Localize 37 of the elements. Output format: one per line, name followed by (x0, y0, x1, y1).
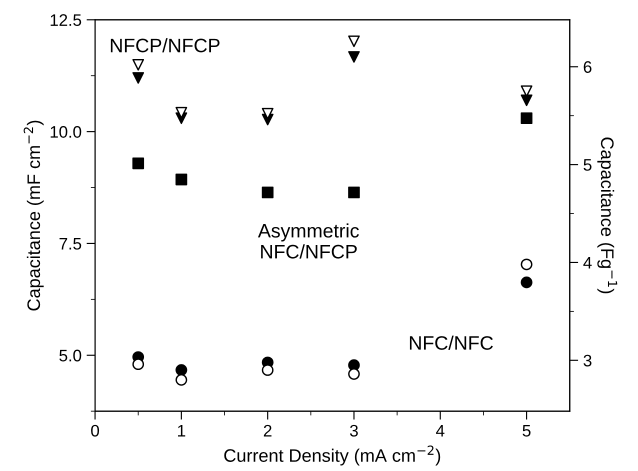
point (520, 94, 532, 106)
point (520, 258, 532, 270)
point (176, 374, 188, 386)
point (348, 51, 360, 63)
y2-tick-label: 6 (584, 61, 592, 73)
point (520, 112, 532, 124)
y-tick-label: 10.0 (50, 126, 82, 138)
x-tick-label: 0 (91, 424, 100, 437)
x-tick-label: 3 (350, 424, 358, 437)
y-tick-label: 7.5 (60, 238, 82, 250)
point (132, 72, 144, 84)
point (132, 358, 144, 370)
point (348, 186, 360, 198)
point (262, 364, 274, 376)
point (176, 174, 188, 186)
point (132, 58, 144, 71)
x-axis-title: Current Density (mA cm$^{−2}$) (224, 445, 440, 466)
annotation: NFC/NFC (410, 336, 493, 350)
point (262, 186, 274, 198)
x-tick-label: 1 (178, 424, 186, 436)
y-tick-label: 5.0 (59, 350, 82, 362)
point (348, 368, 360, 380)
y-tick-label: 12.5 (50, 14, 82, 26)
x-tick-label: 4 (436, 424, 444, 436)
x-tick-label: 2 (264, 424, 272, 436)
point (132, 158, 144, 170)
point (176, 364, 188, 376)
annotation: Asymmetric NFC/NFCP (258, 223, 359, 259)
y2-tick-label: 3 (584, 354, 592, 367)
annotation: NFCP/NFCP (110, 38, 220, 52)
y2-tick-label: 5 (584, 159, 592, 171)
point (520, 276, 532, 288)
point (348, 35, 360, 48)
y2-tick-label: 4 (583, 257, 592, 268)
y-axis-title: Capacitance (mF cm$^{−2}$) (24, 120, 44, 311)
x-tick-label: 5 (522, 424, 531, 437)
y2-axis-title: Capacitance (Fg$^{−1}$) (597, 137, 618, 294)
